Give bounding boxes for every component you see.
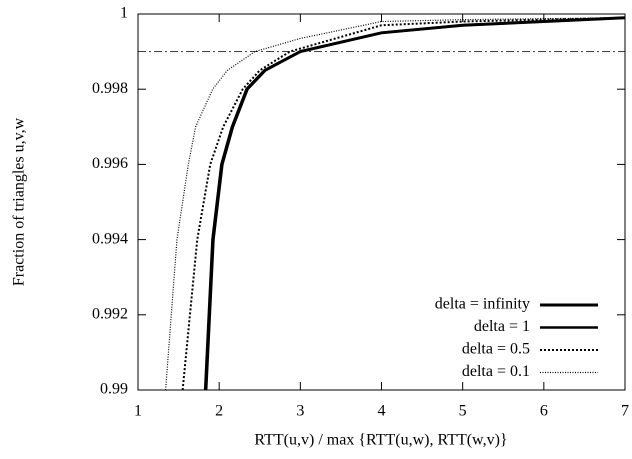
plot-frame bbox=[137, 13, 626, 391]
y-tick-label: 0.996 bbox=[92, 155, 128, 172]
legend-label: delta = 0.1 bbox=[462, 363, 530, 380]
y-tick-label: 0.992 bbox=[92, 305, 128, 322]
series-line bbox=[164, 17, 625, 390]
x-tick-label: 5 bbox=[459, 403, 467, 420]
x-tick-label: 3 bbox=[296, 403, 304, 420]
series-line bbox=[203, 16, 625, 390]
y-tick-label: 0.994 bbox=[92, 230, 128, 247]
y-tick-label: 1 bbox=[120, 5, 128, 22]
plot-area bbox=[164, 16, 625, 390]
x-tick-label: 6 bbox=[540, 403, 548, 420]
series-line bbox=[204, 16, 625, 390]
x-tick-label: 1 bbox=[134, 403, 142, 420]
legend-label: delta = 1 bbox=[474, 318, 530, 335]
y-tick-label: 0.998 bbox=[92, 80, 128, 97]
legend-label: delta = infinity bbox=[435, 296, 530, 313]
series-line bbox=[181, 16, 625, 390]
legend-label: delta = 0.5 bbox=[462, 341, 530, 358]
x-tick-label: 7 bbox=[621, 403, 629, 420]
y-axis-label: Fraction of triangles u,v,w bbox=[11, 117, 28, 286]
y-tick-label: 0.99 bbox=[100, 381, 128, 398]
x-tick-label: 4 bbox=[378, 403, 386, 420]
x-tick-label: 2 bbox=[215, 403, 223, 420]
x-axis-label: RTT(u,v) / max {RTT(u,w), RTT(w,v)} bbox=[254, 432, 507, 449]
